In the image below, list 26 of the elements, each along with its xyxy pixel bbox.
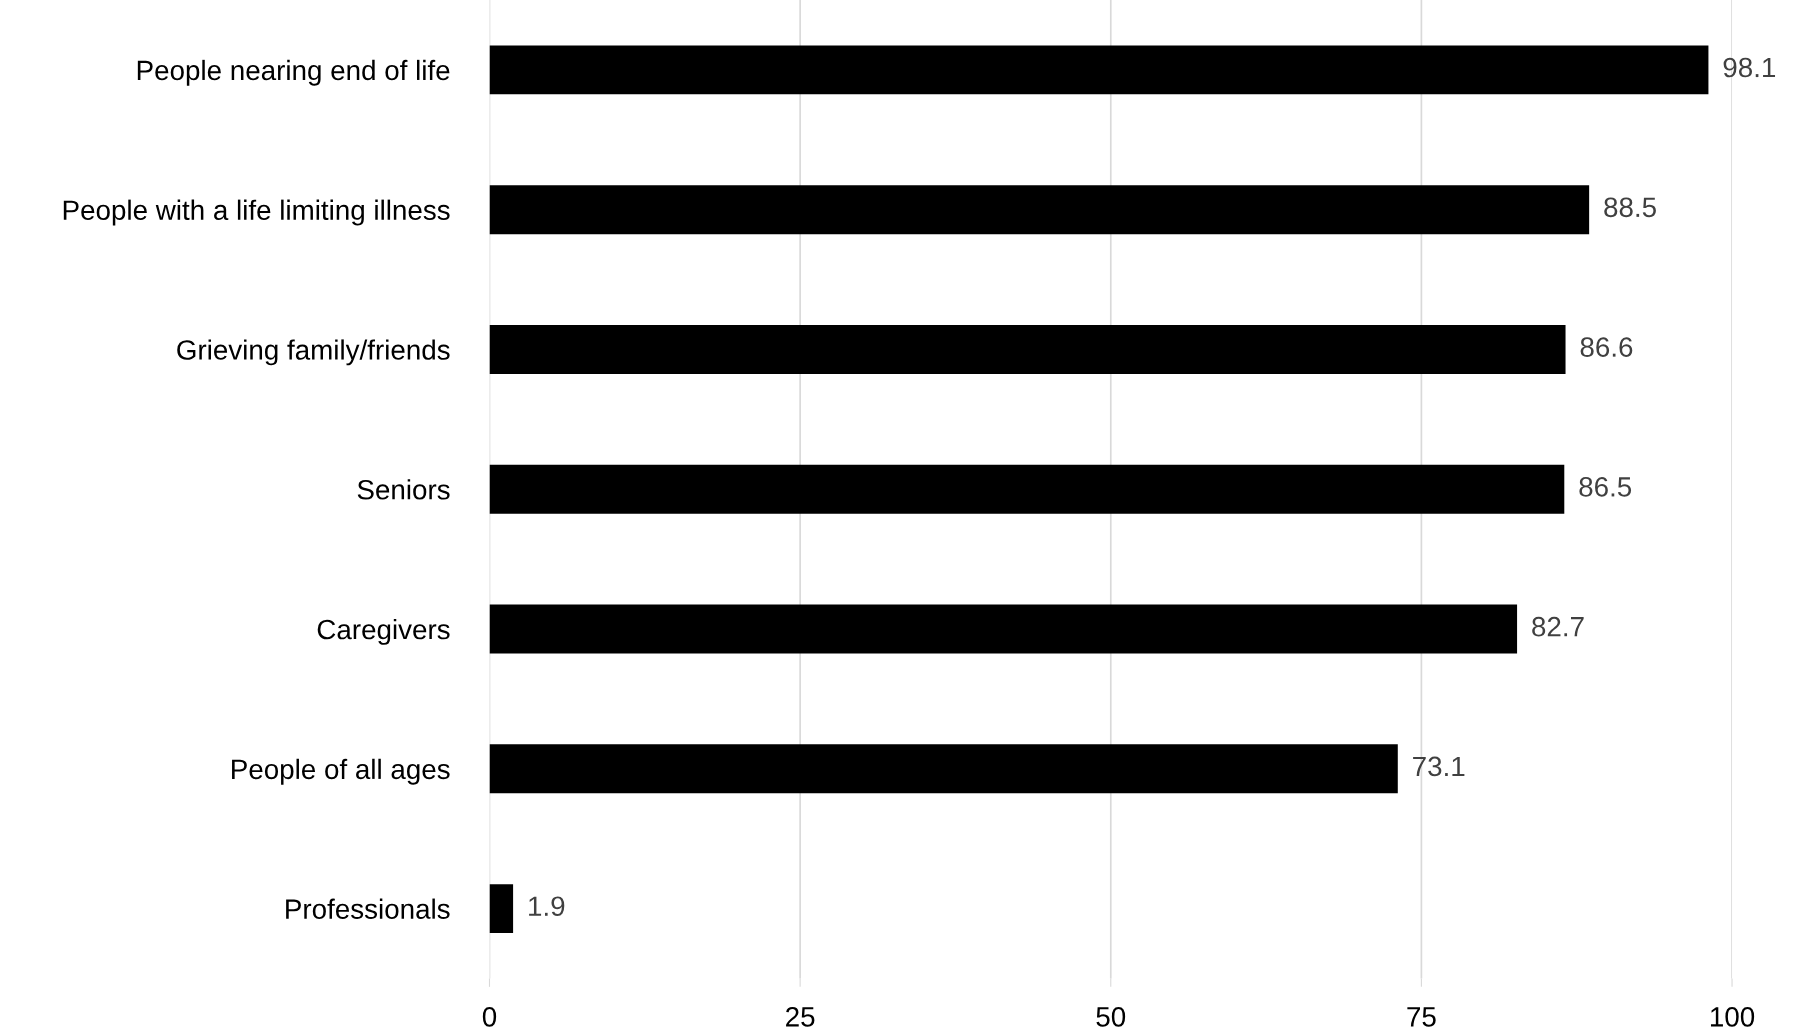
y-tick-label: People with a life limiting illness (63, 199, 450, 226)
bar (489, 185, 1590, 235)
bar (489, 744, 1398, 794)
x-tick-label: 50 (1096, 1007, 1126, 1027)
bar (489, 325, 1566, 374)
x-tick-label: 0 (482, 1007, 497, 1027)
y-tick-label: Caregivers (317, 618, 450, 645)
x-tick-label: 100 (1710, 1007, 1755, 1027)
x-tick-label: 75 (1407, 1007, 1436, 1027)
x-tick-label: 25 (786, 1007, 815, 1027)
data-label: 86.5 (1579, 477, 1632, 497)
data-label: 73.1 (1413, 756, 1465, 777)
y-tick-label: Professionals (286, 898, 450, 919)
y-tick-label: Seniors (357, 479, 450, 500)
bar (489, 884, 514, 934)
data-label: 82.7 (1532, 616, 1584, 637)
bar (489, 464, 1565, 514)
bar (489, 45, 1709, 95)
y-tick-label: People nearing end of life (137, 59, 450, 86)
y-tick-label: Grieving family/friends (177, 339, 450, 366)
data-label: 86.6 (1580, 337, 1633, 357)
data-label: 98.1 (1723, 57, 1776, 78)
bar (489, 604, 1518, 654)
data-label: 88.5 (1604, 197, 1656, 218)
data-label: 1.9 (529, 896, 565, 917)
y-tick-label: People of all ages (232, 758, 450, 785)
